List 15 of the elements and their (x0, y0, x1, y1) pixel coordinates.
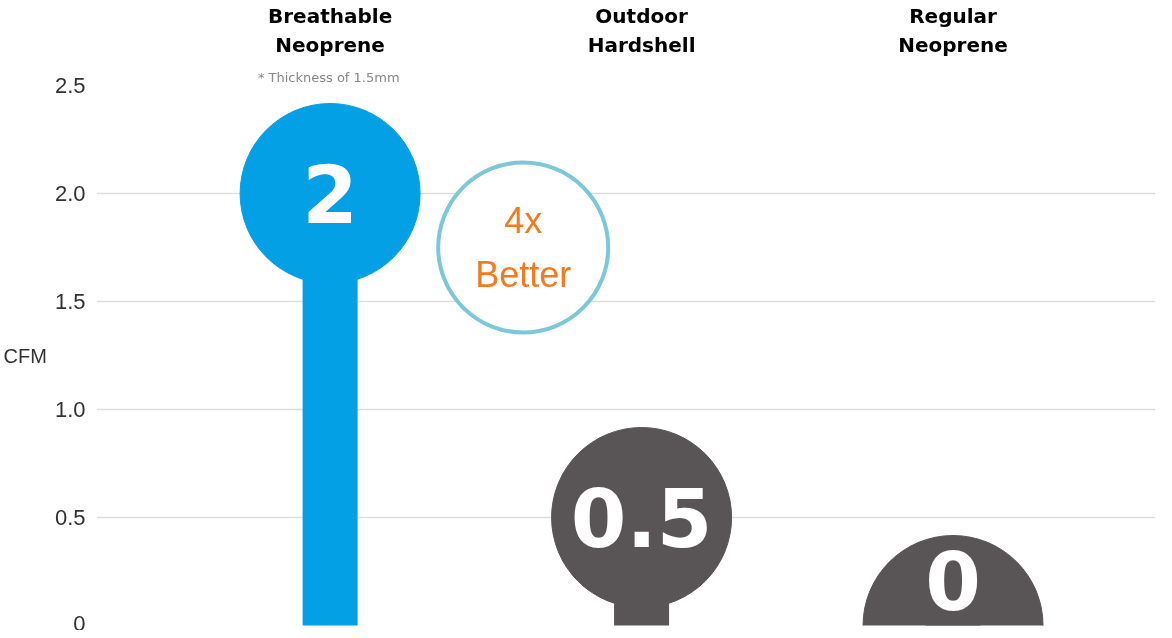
y-tick-label: 2.0 (54, 181, 86, 206)
y-tick-label: 0 (73, 610, 86, 636)
y-tick-label: 2.5 (54, 73, 86, 98)
annotation: 4x Better (475, 200, 572, 295)
text: * Thickness of 1.5mm (257, 69, 400, 85)
y-axis-title: CFM (3, 344, 47, 367)
x-tick-label: Breathable Neoprene (268, 3, 393, 57)
y-tick-label: 1.0 (54, 397, 86, 422)
x-tick-label: Outdoor Hardshell (587, 3, 696, 57)
y-tick-label: 1.5 (54, 289, 86, 314)
data-label: 2 (302, 149, 358, 242)
data-label: 0 (925, 536, 981, 629)
y-tick-label: 0.5 (54, 505, 86, 530)
data-label: 0.5 (570, 473, 713, 566)
x-tick-label: Regular Neoprene (898, 3, 1008, 57)
